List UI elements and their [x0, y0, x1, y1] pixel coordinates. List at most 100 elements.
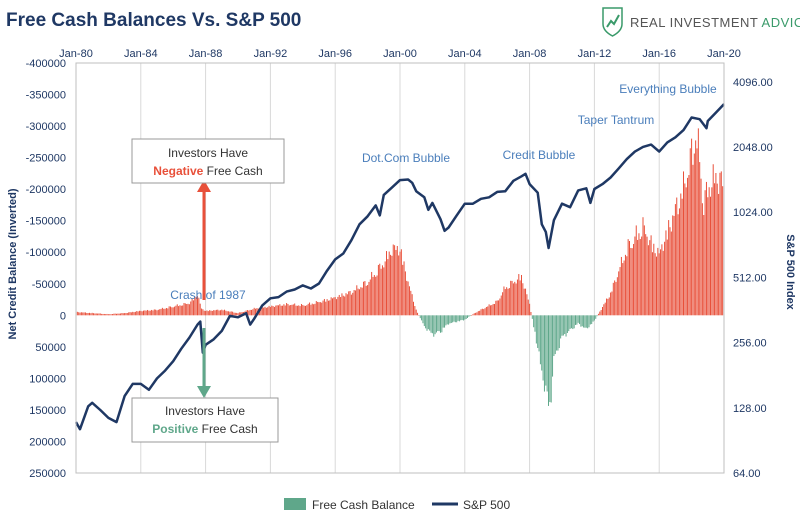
free-cash-bar — [521, 274, 522, 316]
free-cash-bar — [346, 294, 348, 316]
free-cash-bar — [144, 310, 146, 316]
free-cash-bar — [364, 281, 366, 316]
free-cash-bar — [539, 315, 541, 365]
free-cash-bar — [165, 308, 167, 316]
free-cash-bar — [143, 310, 144, 316]
free-cash-bar — [145, 310, 147, 316]
free-cash-bar — [557, 315, 559, 351]
free-cash-bar — [568, 315, 570, 332]
free-cash-bar — [406, 280, 408, 316]
left-axis-title: Net Credit Balance (Inverted) — [7, 188, 19, 339]
free-cash-bar — [303, 305, 305, 316]
free-cash-bar — [295, 305, 297, 316]
free-cash-bar — [199, 303, 201, 316]
left-tick-label: 100000 — [29, 373, 66, 385]
free-cash-bar — [696, 148, 698, 316]
free-cash-bar — [635, 225, 637, 316]
free-cash-bar — [125, 313, 127, 316]
free-cash-bar — [387, 259, 389, 316]
free-cash-bar — [480, 309, 482, 316]
free-cash-bar — [700, 178, 702, 316]
free-cash-bar — [209, 310, 211, 316]
free-cash-bar — [314, 303, 316, 316]
free-cash-bar — [271, 305, 273, 316]
free-cash-bar — [129, 312, 131, 316]
negative-cash-callout: Investors Have Negative Free Cash — [131, 138, 285, 184]
free-cash-bar — [149, 310, 151, 316]
free-cash-bar — [381, 265, 383, 316]
free-cash-bar — [719, 172, 721, 316]
free-cash-bar — [415, 309, 417, 316]
free-cash-bar — [294, 303, 296, 316]
free-cash-bar — [534, 315, 536, 332]
free-cash-bar — [128, 312, 130, 316]
free-cash-bar — [79, 312, 81, 316]
free-cash-bar — [491, 305, 493, 316]
free-cash-bar — [407, 281, 409, 316]
x-tick-label: Jan-88 — [189, 48, 223, 60]
chart-title: Free Cash Balances Vs. S&P 500 — [6, 10, 301, 31]
legend: Free Cash Balance S&P 500 — [284, 498, 510, 512]
free-cash-bar — [279, 304, 281, 316]
free-cash-bar — [535, 315, 537, 344]
free-cash-bar — [106, 313, 108, 316]
free-cash-bar — [246, 310, 248, 316]
free-cash-bar — [323, 298, 325, 316]
free-cash-bar — [325, 301, 327, 316]
free-cash-bar — [291, 304, 293, 316]
free-cash-bar — [83, 312, 85, 316]
free-cash-bar — [203, 310, 205, 316]
free-cash-bar — [604, 302, 606, 316]
free-cash-bar — [226, 311, 228, 316]
free-cash-bar — [530, 311, 532, 316]
free-cash-bar — [417, 312, 419, 316]
free-cash-bar — [400, 249, 402, 316]
free-cash-bar — [256, 308, 258, 316]
free-cash-bar — [542, 315, 544, 381]
free-cash-bar — [580, 315, 582, 327]
free-cash-bar — [300, 303, 302, 316]
free-cash-bar — [453, 315, 455, 322]
free-cash-bar — [479, 310, 481, 316]
free-cash-bar — [707, 197, 709, 316]
free-cash-bar — [290, 305, 292, 316]
free-cash-bar — [457, 315, 459, 321]
annotation-everything-bubble: Everything Bubble — [619, 82, 717, 96]
free-cash-bar — [434, 315, 436, 335]
free-cash-bar — [399, 251, 401, 316]
free-cash-bar — [475, 312, 477, 316]
free-cash-bar — [84, 312, 86, 316]
free-cash-bar — [288, 305, 290, 316]
free-cash-bar — [646, 236, 648, 316]
x-tick-label: Jan-12 — [578, 48, 612, 60]
free-cash-bar — [647, 245, 649, 316]
free-cash-bar — [213, 310, 215, 316]
free-cash-bar — [224, 309, 225, 316]
left-tick-label: 0 — [60, 310, 66, 322]
free-cash-bar — [286, 303, 288, 316]
free-cash-bar — [666, 239, 668, 316]
free-cash-bar — [481, 308, 483, 316]
free-cash-bar — [465, 315, 467, 319]
free-cash-bar — [711, 187, 713, 316]
free-cash-bar — [98, 313, 100, 316]
free-cash-bar — [411, 294, 413, 316]
free-cash-bar — [354, 290, 356, 316]
free-cash-bar — [311, 303, 313, 316]
free-cash-bar — [217, 309, 219, 316]
free-cash-bar — [472, 314, 474, 316]
free-cash-bar — [261, 307, 263, 316]
free-cash-bar — [602, 307, 603, 316]
free-cash-bar — [450, 315, 452, 323]
free-cash-bar — [402, 264, 404, 316]
free-cash-bar — [255, 308, 257, 316]
free-cash-bar — [319, 302, 321, 316]
free-cash-bar — [525, 288, 527, 316]
free-cash-bar — [229, 311, 231, 316]
free-cash-bar — [89, 312, 90, 316]
legend-swatch-free-cash — [284, 498, 306, 510]
free-cash-bar — [668, 220, 670, 316]
free-cash-bar — [629, 241, 630, 316]
free-cash-bar — [278, 305, 279, 316]
free-cash-bar — [553, 315, 555, 357]
